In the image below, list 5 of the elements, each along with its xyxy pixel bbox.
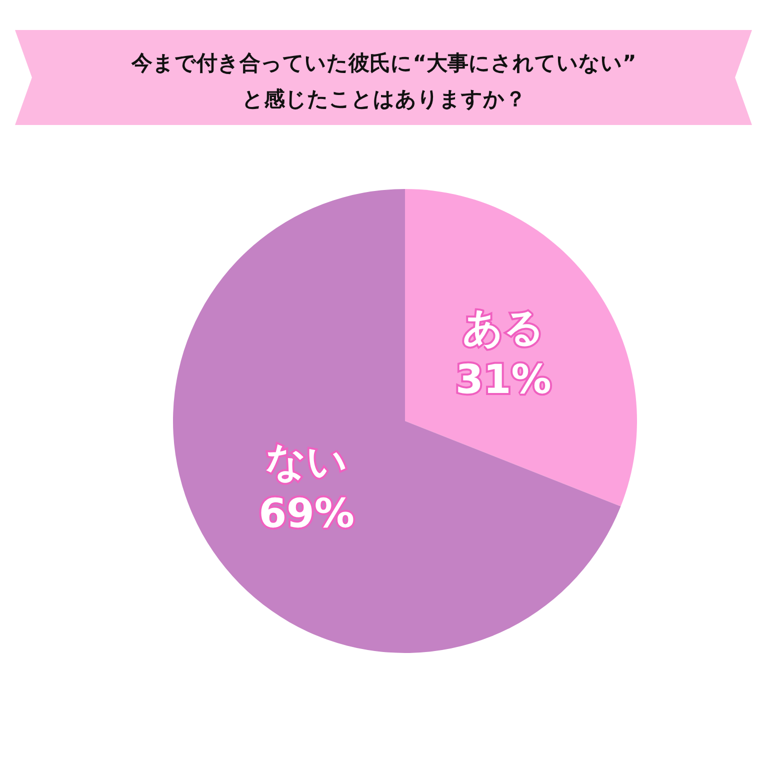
chart-title: 今まで付き合っていた彼氏に“大事にされていない” と感じたことはありますか？ — [130, 51, 636, 111]
data-label: 69% — [258, 490, 354, 537]
data-label: 31% — [456, 357, 552, 404]
slice-label: ある — [462, 305, 544, 352]
slice-label: ない — [266, 438, 348, 485]
